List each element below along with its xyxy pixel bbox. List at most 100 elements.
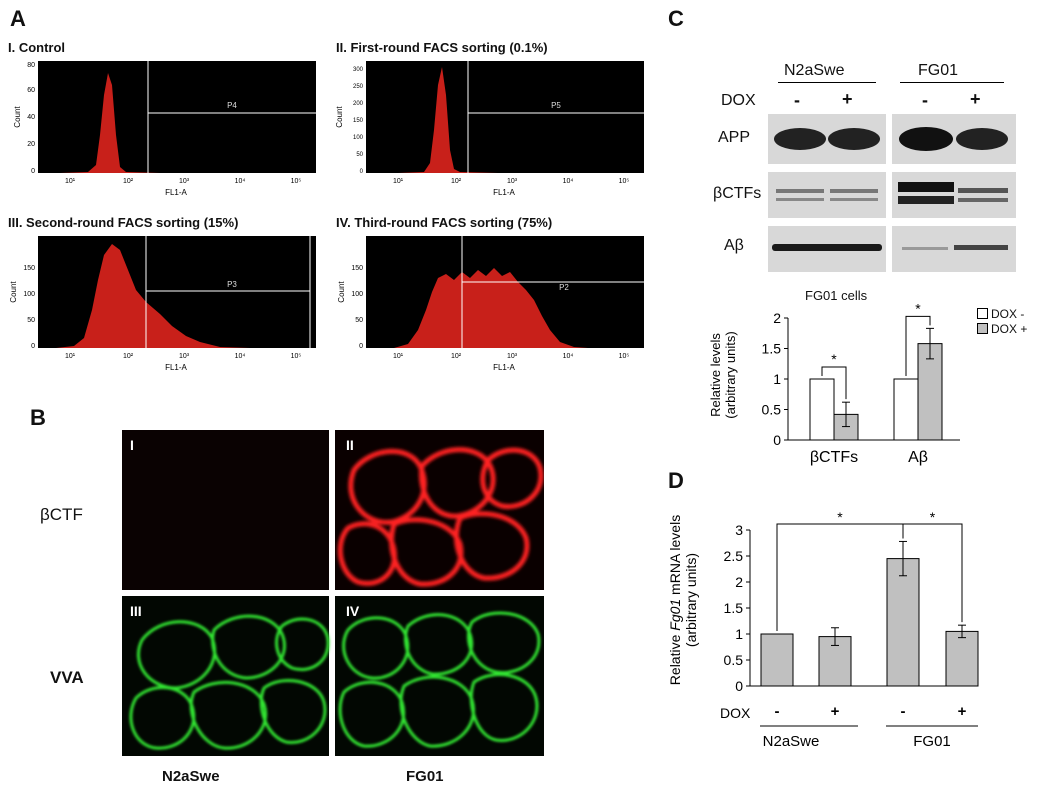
chart-d-ytick-label: 0 xyxy=(735,678,743,694)
vva-membrane-signal-fg01 xyxy=(338,611,541,748)
xtick: 10⁴ xyxy=(235,178,246,185)
facs-plot-2-bg xyxy=(366,61,644,173)
xtick: 10² xyxy=(123,178,134,185)
facs-title-4: IV. Third-round FACS sorting (75%) xyxy=(336,215,553,230)
ytick: 60 xyxy=(27,87,35,94)
chart-c-ytick-label: 0 xyxy=(773,432,781,448)
panel-letter-b: B xyxy=(30,405,46,430)
facs-plot-1-ylabel: Count xyxy=(13,106,22,128)
chart-d-bar xyxy=(945,630,979,687)
ytick: 0 xyxy=(359,343,363,350)
western-blot xyxy=(768,114,1016,272)
blot-band xyxy=(899,127,953,151)
chart-c-ytick-label: 0.5 xyxy=(762,402,782,418)
microscopy-col-label-fg01: FG01 xyxy=(406,768,444,785)
blot-band xyxy=(954,245,1008,250)
quadrant-label-i: I xyxy=(130,437,134,453)
blot-band xyxy=(830,198,878,201)
chart-c-bar xyxy=(893,378,919,441)
blot-row-label-bctfs: βCTFs xyxy=(713,185,762,202)
blot-band xyxy=(902,247,948,250)
blot-band xyxy=(828,128,880,150)
panel-letter-d: D xyxy=(668,468,684,493)
chart-c-significance-bracket xyxy=(821,366,847,400)
facs-plot-2-ylabel: Count xyxy=(335,106,344,128)
xtick: 10¹ xyxy=(393,353,404,360)
chart-c-ytick-label: 1 xyxy=(773,371,781,387)
blot-band xyxy=(958,188,1008,193)
ytick: 50 xyxy=(356,152,363,158)
facs-title-1: I. Control xyxy=(8,40,66,55)
blot-group-label-n2aswe: N2aSwe xyxy=(784,62,845,79)
blot-band xyxy=(958,198,1008,202)
xtick: 10³ xyxy=(507,353,518,360)
facs-plot-3: Count 0 50 100 150 P3 10¹ 10² 10³ 10⁴ 10… xyxy=(9,236,316,372)
ytick: 100 xyxy=(353,135,364,141)
facs-plot-1-gate-label: P4 xyxy=(227,101,237,110)
facs-plot-4-xticks: 10¹ 10² 10³ 10⁴ 10⁵ xyxy=(393,353,629,360)
facs-plot-2: Count 0 50 100 150 200 250 300 P5 10¹ 10… xyxy=(335,61,644,197)
facs-plot-4-histogram xyxy=(394,268,588,348)
facs-plot-3-bg xyxy=(38,236,316,348)
blot-group-underline-n2aswe xyxy=(778,82,876,83)
blot-group-label-fg01: FG01 xyxy=(918,62,959,79)
facs-plot-4-xlabel: FL1-A xyxy=(493,363,515,372)
chart-d-ylabel-line2: (arbitrary units) xyxy=(683,553,699,647)
xtick: 10⁴ xyxy=(563,178,574,185)
xtick: 10² xyxy=(123,353,134,360)
facs-plot-1-xlabel: FL1-A xyxy=(165,188,187,197)
ytick: 250 xyxy=(353,84,364,90)
legend-swatch-dox-minus xyxy=(977,308,988,319)
chart-d: Relative Fg01 mRNA levels (arbitrary uni… xyxy=(667,509,979,750)
chart-d-significance-bracket xyxy=(903,523,963,623)
ytick: 300 xyxy=(353,67,364,73)
chart-d-significance-star: * xyxy=(930,509,936,525)
facs-title-2: II. First-round FACS sorting (0.1%) xyxy=(336,40,548,55)
chart-d-dox-label: DOX xyxy=(720,705,751,721)
blot-band xyxy=(772,244,882,251)
facs-plot-3-xticks: 10¹ 10² 10³ 10⁴ 10⁵ xyxy=(65,353,301,360)
blot-dox-label: DOX xyxy=(721,92,756,109)
blot-group-underline-fg01 xyxy=(900,82,1004,83)
facs-plot-4-gate-label: P2 xyxy=(559,283,569,292)
facs-plot-1-xticks: 10¹ 10² 10³ 10⁴ 10⁵ xyxy=(65,178,301,185)
facs-plot-1-yticks: 0 20 40 60 80 xyxy=(27,62,35,175)
blot-band xyxy=(898,196,954,204)
microscopy-image-i xyxy=(122,430,329,590)
facs-plot-3-xlabel: FL1-A xyxy=(165,363,187,372)
xtick: 10³ xyxy=(507,178,518,185)
blot-strip-bctfs-n2aswe xyxy=(768,172,886,218)
facs-plot-3-histogram xyxy=(56,244,250,348)
ytick: 150 xyxy=(353,118,364,124)
facs-plot-1-bg xyxy=(38,61,316,173)
panel-letter-a: A xyxy=(10,6,26,31)
facs-plot-3-yticks: 0 50 100 150 xyxy=(23,265,35,350)
legend-label-dox-plus: DOX + xyxy=(991,321,1028,336)
ytick: 0 xyxy=(360,169,364,175)
chart-c-significance-star: * xyxy=(831,351,837,367)
xtick: 10⁴ xyxy=(563,353,574,360)
microscopy-row-label-bctf: βCTF xyxy=(40,505,83,524)
ytick: 0 xyxy=(31,168,35,175)
chart-d-bar xyxy=(760,633,794,687)
legend-swatch-dox-plus xyxy=(977,323,988,334)
chart-c-ytick-label: 2 xyxy=(773,310,781,326)
blot-band xyxy=(830,189,878,193)
chart-d-ylabel-line1: Relative Fg01 mRNA levels xyxy=(667,515,683,685)
chart-c-significance-bracket xyxy=(905,315,931,376)
chart-d-dox-sign: + xyxy=(958,703,967,720)
ytick: 50 xyxy=(355,317,363,324)
chart-c-xtick-label: Aβ xyxy=(908,449,928,466)
xtick: 10² xyxy=(451,353,462,360)
xtick: 10¹ xyxy=(65,178,76,185)
facs-plot-1: Count 0 20 40 60 80 P4 10¹ 10² 10³ 10⁴ 1… xyxy=(13,61,316,197)
chart-d-dox-sign: + xyxy=(831,703,840,720)
xtick: 10⁵ xyxy=(291,353,302,360)
xtick: 10³ xyxy=(179,178,190,185)
blot-dox-sign: + xyxy=(970,89,981,109)
ytick: 150 xyxy=(23,265,35,272)
facs-plot-2-gate-label: P5 xyxy=(551,101,561,110)
facs-plot-4-ylabel: Count xyxy=(337,281,346,303)
chart-c-significance-star: * xyxy=(915,300,921,316)
facs-title-3: III. Second-round FACS sorting (15%) xyxy=(8,215,239,230)
